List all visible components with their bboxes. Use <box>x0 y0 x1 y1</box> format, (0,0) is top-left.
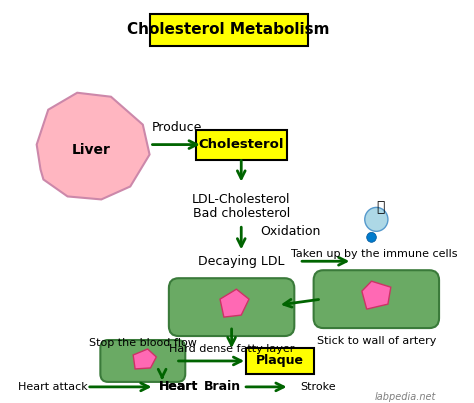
Text: Produce: Produce <box>151 121 202 134</box>
Text: Cholesterol Metabolism: Cholesterol Metabolism <box>128 23 330 37</box>
Text: labpedia.net: labpedia.net <box>374 392 436 402</box>
Text: Oxidation: Oxidation <box>261 225 321 238</box>
FancyBboxPatch shape <box>169 278 294 336</box>
Text: Stroke: Stroke <box>301 382 336 392</box>
Text: Bad cholesterol: Bad cholesterol <box>192 207 290 220</box>
Text: Plaque: Plaque <box>256 355 304 368</box>
Polygon shape <box>220 289 249 317</box>
Text: Cholesterol: Cholesterol <box>199 138 284 151</box>
Text: Heart attack: Heart attack <box>18 382 88 392</box>
Text: Taken up by the immune cells: Taken up by the immune cells <box>291 249 458 259</box>
Text: Heart: Heart <box>159 380 198 393</box>
Polygon shape <box>36 93 150 199</box>
Text: Stick to wall of artery: Stick to wall of artery <box>317 336 436 346</box>
Text: Brain: Brain <box>203 380 240 393</box>
FancyBboxPatch shape <box>150 14 308 46</box>
Text: 💧: 💧 <box>376 200 384 214</box>
Text: Decaying LDL: Decaying LDL <box>198 255 284 268</box>
FancyBboxPatch shape <box>100 340 185 382</box>
Text: Stop the blood flow: Stop the blood flow <box>89 338 197 348</box>
Text: Liver: Liver <box>72 143 111 157</box>
Circle shape <box>367 233 376 242</box>
FancyBboxPatch shape <box>314 270 439 328</box>
FancyBboxPatch shape <box>196 130 287 160</box>
Circle shape <box>365 208 388 231</box>
Text: Hard dense fatty layer: Hard dense fatty layer <box>169 344 294 354</box>
FancyBboxPatch shape <box>246 348 314 374</box>
Text: LDL-Cholesterol: LDL-Cholesterol <box>192 193 291 206</box>
Text: Heart: Heart <box>159 380 198 393</box>
Polygon shape <box>133 349 156 369</box>
Polygon shape <box>362 281 391 309</box>
